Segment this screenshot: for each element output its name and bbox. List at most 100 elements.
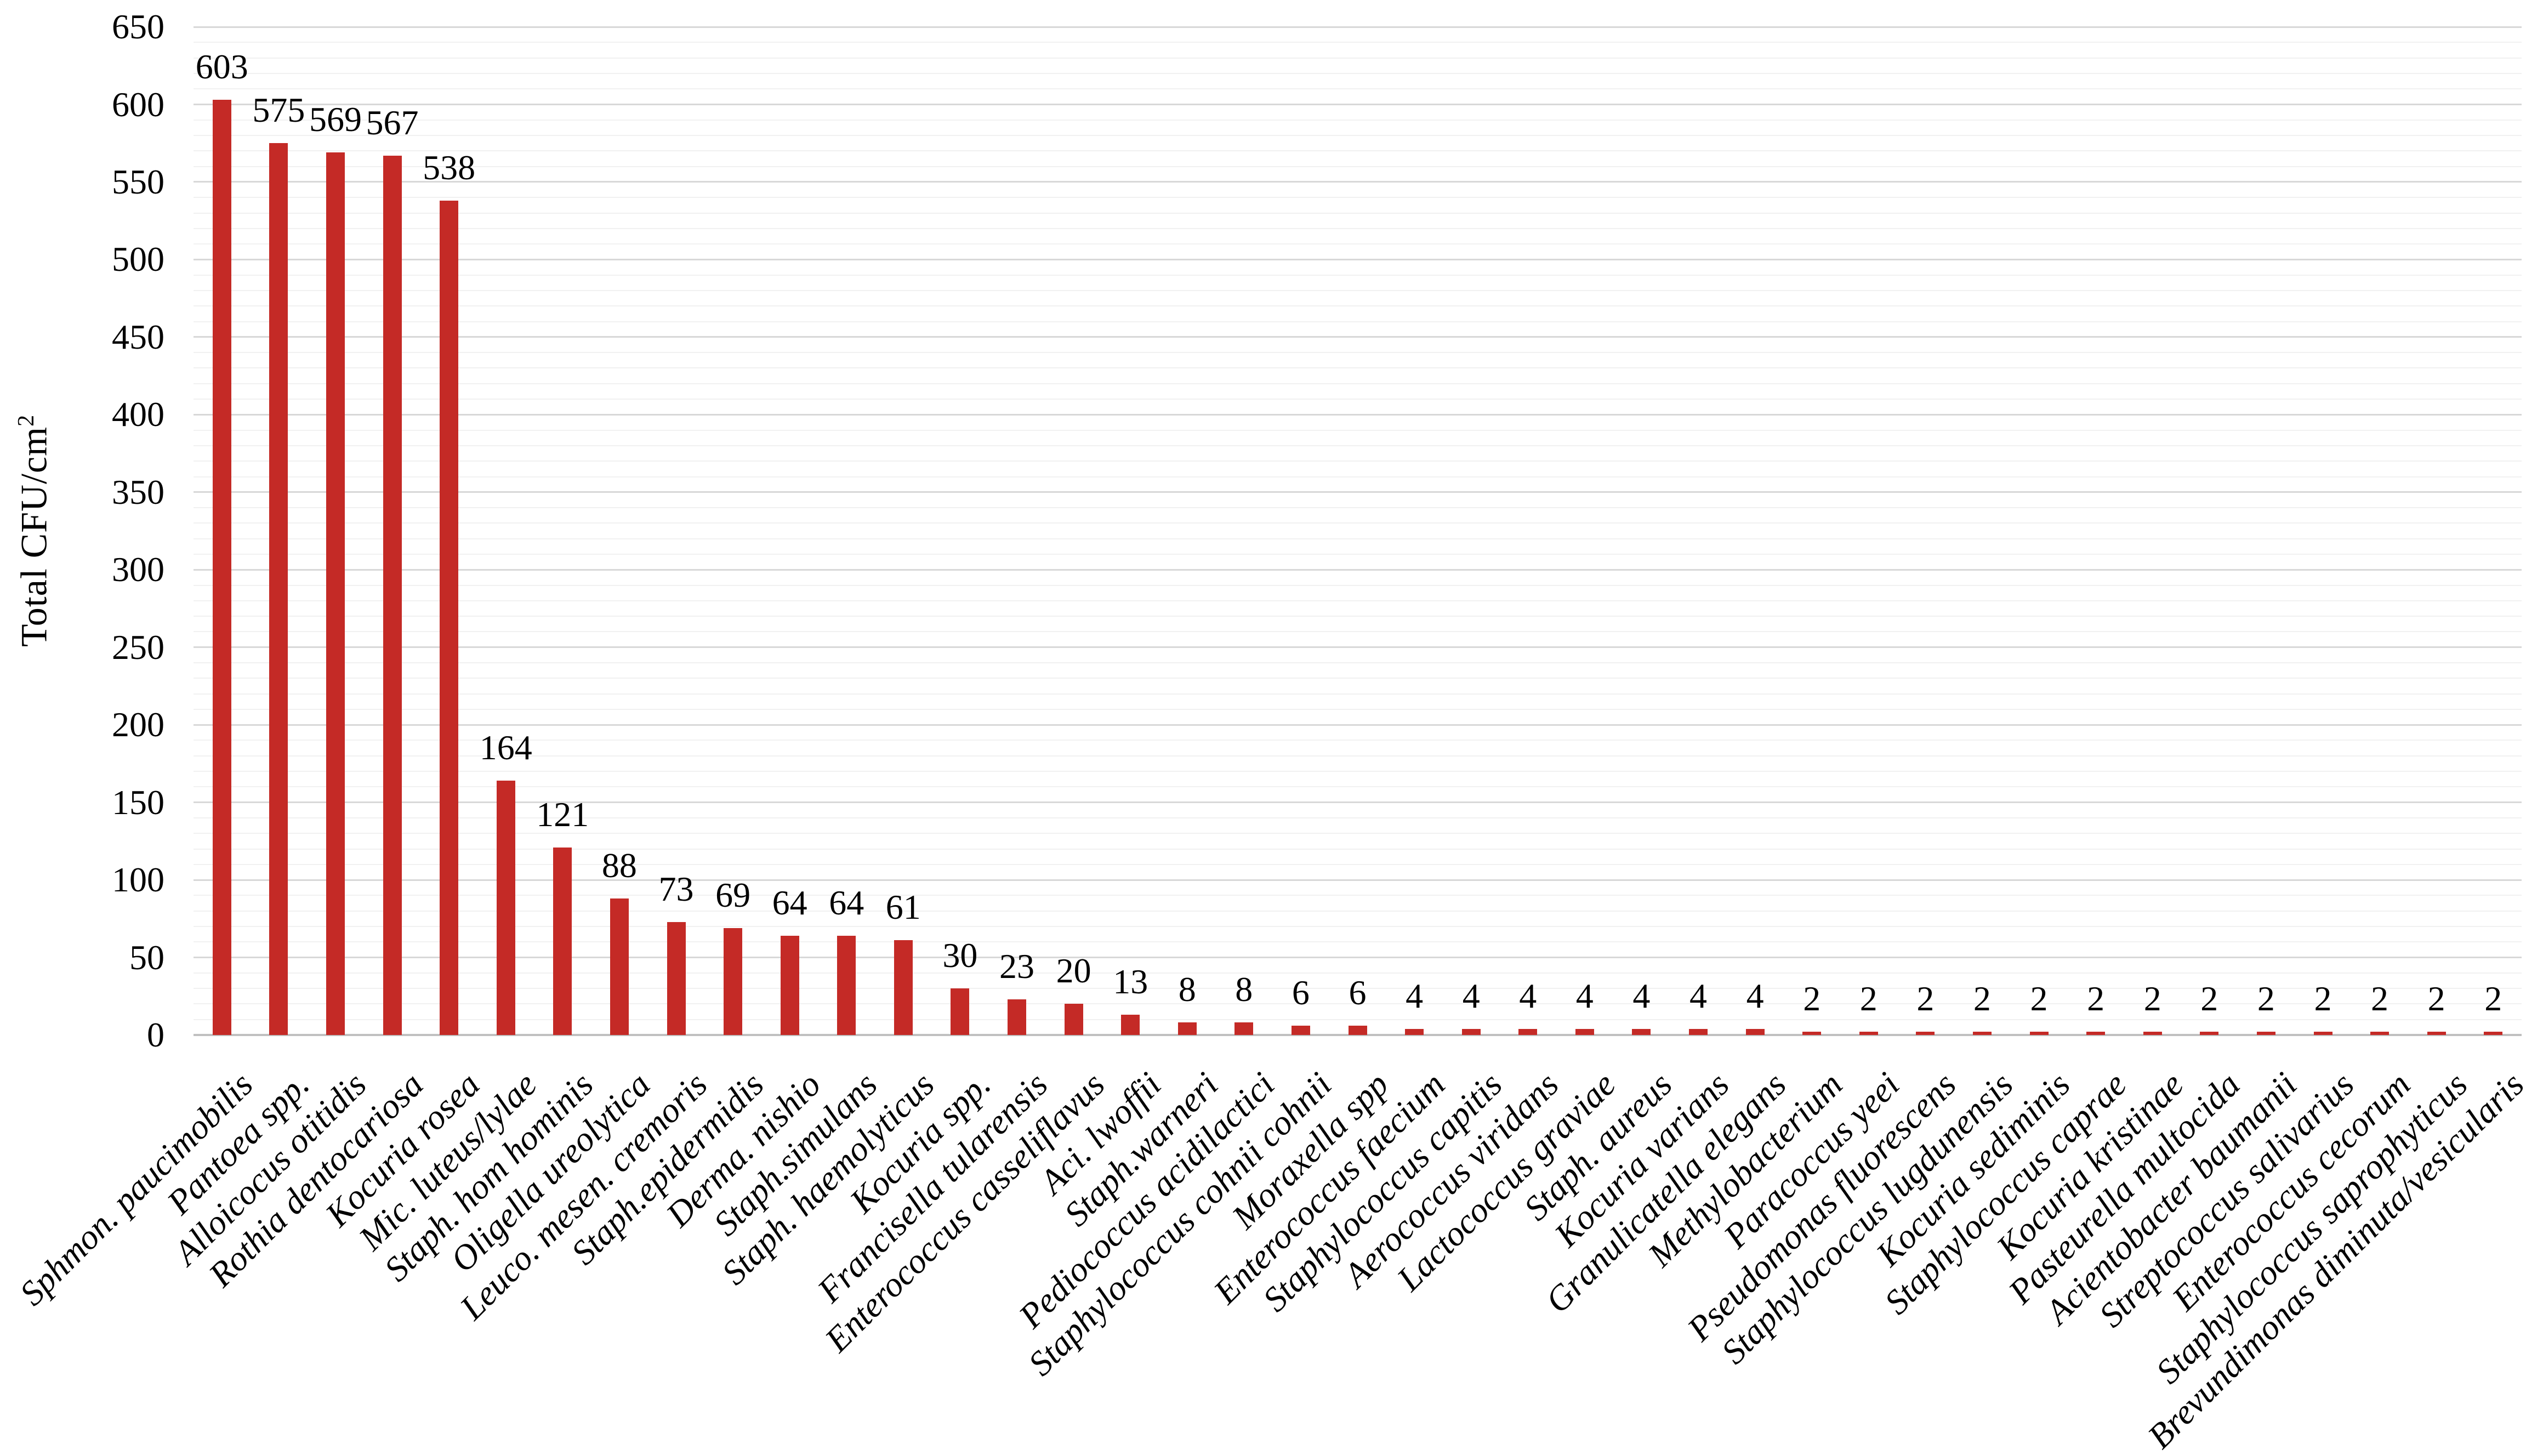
gridline-minor [194,476,2522,477]
gridline-minor [194,988,2522,989]
bar-value-label: 61 [885,888,921,927]
bar-value-label: 121 [536,794,589,834]
gridline-minor [194,228,2522,229]
gridline-minor [194,383,2522,384]
y-tick-label: 0 [147,1015,164,1054]
gridline-major [194,568,2522,571]
gridline-major [194,104,2522,105]
gridline-major [194,879,2522,881]
bar [1121,1015,1140,1035]
bar [780,935,799,1035]
bar-value-label: 13 [1113,962,1148,1002]
bar-value-label: 20 [1056,951,1091,991]
gridline-minor [194,274,2522,276]
y-tick-label: 400 [112,395,164,434]
gridline-minor [194,708,2522,710]
bar [2427,1032,2446,1035]
bar-value-label: 2 [2143,979,2161,1019]
bar-value-label: 69 [715,875,751,914]
bar [1859,1032,1878,1035]
bar [326,152,345,1035]
gridline-minor [194,321,2522,322]
gridline-minor [194,166,2522,167]
bar [837,935,856,1035]
y-tick-label: 150 [112,782,164,822]
bar [440,200,459,1035]
bar-value-label: 4 [1462,976,1480,1015]
y-tick-label: 300 [112,550,164,589]
bar-value-label: 603 [195,47,248,86]
gridline-major [194,26,2522,28]
gridline-minor [194,771,2522,772]
gridline-minor [194,88,2522,90]
bar-value-label: 8 [1235,970,1253,1009]
bar-value-label: 30 [942,936,978,975]
bar-value-label: 8 [1178,970,1196,1009]
gridline-minor [194,119,2522,121]
bar [1177,1022,1197,1035]
gridline-major [194,957,2522,958]
bar [1575,1028,1594,1035]
bar-value-label: 2 [2087,979,2105,1019]
y-tick-label: 100 [112,860,164,900]
gridline-minor [194,941,2522,943]
gridline-minor [194,507,2522,509]
gridline-minor [194,57,2522,59]
bar [2256,1032,2275,1035]
bar [1291,1026,1310,1035]
bar [553,847,572,1035]
gridline-minor [194,72,2522,74]
bar [1916,1032,1935,1035]
y-tick-label: 550 [112,162,164,201]
bar [1689,1028,1708,1035]
bar [2313,1032,2332,1035]
gridline-minor [194,678,2522,679]
bar [724,928,743,1035]
bar-value-label: 2 [2257,979,2275,1019]
bar [2484,1032,2503,1035]
gridline-minor [194,538,2522,539]
gridline-minor [194,972,2522,974]
gridline-minor [194,895,2522,896]
bar [1405,1028,1424,1035]
gridline-minor [194,212,2522,214]
bar [2200,1032,2219,1035]
gridline-minor [194,1019,2522,1020]
bar [951,988,970,1035]
bar-value-label: 2 [1859,979,1878,1019]
bar-value-label: 73 [658,869,694,908]
bar-value-label: 2 [2427,979,2445,1019]
bar-value-label: 2 [2314,979,2332,1019]
bar [1348,1026,1367,1035]
bar-value-label: 6 [1292,973,1310,1012]
gridline-minor [194,786,2522,788]
gridline-minor [194,305,2522,307]
gridline-minor [194,600,2522,601]
gridline-minor [194,584,2522,586]
bar [1064,1004,1083,1035]
bar-value-label: 2 [1973,979,1991,1019]
gridline-minor [194,522,2522,524]
bar [2029,1032,2049,1035]
gridline-minor [194,429,2522,431]
gridline-minor [194,553,2522,555]
y-tick-label: 50 [129,937,164,977]
gridline-minor [194,833,2522,834]
gridline-major [194,646,2522,649]
bar [269,143,288,1035]
bar [667,922,686,1035]
gridline-minor [194,863,2522,865]
gridline-minor [194,367,2522,369]
y-tick-label: 350 [112,472,164,511]
bar [212,100,231,1035]
gridline-major [194,801,2522,804]
bar [1745,1028,1765,1035]
bar-value-label: 4 [1519,976,1537,1015]
bar-value-label: 4 [1746,976,1764,1015]
y-tick-label: 200 [112,705,164,744]
bar [1008,999,1026,1035]
bar-value-label: 4 [1689,976,1707,1015]
y-tick-label: 450 [112,317,164,356]
